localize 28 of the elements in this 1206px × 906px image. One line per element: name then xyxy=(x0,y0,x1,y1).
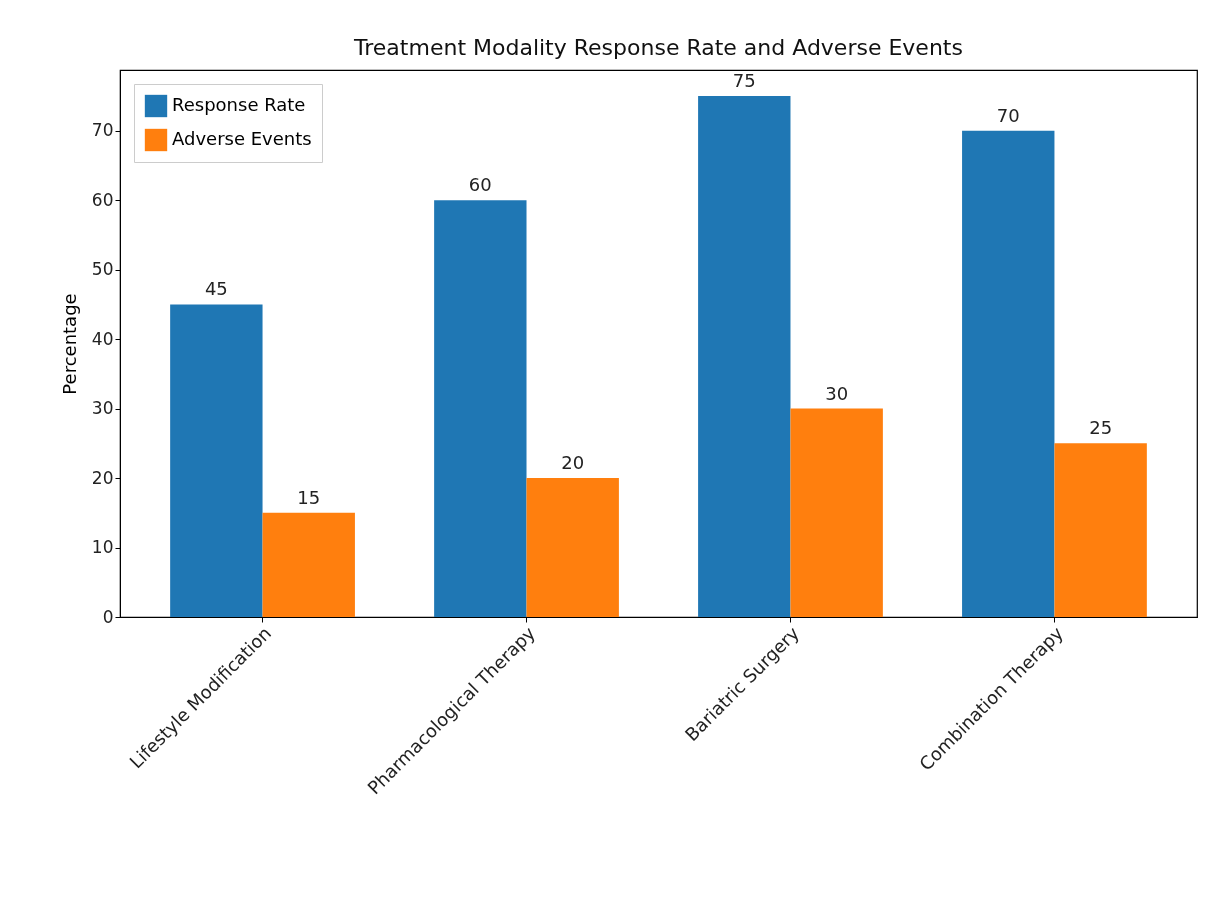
legend-label: Response Rate xyxy=(172,94,306,115)
bar xyxy=(170,304,263,617)
bar xyxy=(526,478,619,617)
bar xyxy=(962,130,1055,617)
bar xyxy=(262,512,355,617)
data-label: 25 xyxy=(1089,417,1113,439)
y-tick-label: 0 xyxy=(102,606,114,627)
y-tick-label: 70 xyxy=(91,120,114,141)
y-tick-label: 40 xyxy=(91,328,114,349)
y-tick-label: 20 xyxy=(91,467,114,488)
chart-title: Treatment Modality Response Rate and Adverse Events xyxy=(353,35,963,60)
data-label: 30 xyxy=(825,382,849,404)
legend-label: Adverse Events xyxy=(172,128,312,149)
bar xyxy=(790,408,883,617)
data-label: 60 xyxy=(468,174,492,196)
bar xyxy=(698,96,791,617)
data-label: 70 xyxy=(996,104,1020,126)
data-label: 20 xyxy=(561,452,585,474)
y-tick-label: 60 xyxy=(91,189,114,210)
bar xyxy=(1054,443,1147,617)
y-tick-label: 50 xyxy=(91,259,114,280)
data-label: 75 xyxy=(732,70,756,92)
data-label: 45 xyxy=(204,278,228,300)
y-axis-title: Percentage xyxy=(58,293,80,395)
data-label: 15 xyxy=(297,486,321,508)
bar xyxy=(434,200,527,617)
y-tick-label: 30 xyxy=(91,398,114,419)
y-tick-label: 10 xyxy=(91,537,114,558)
